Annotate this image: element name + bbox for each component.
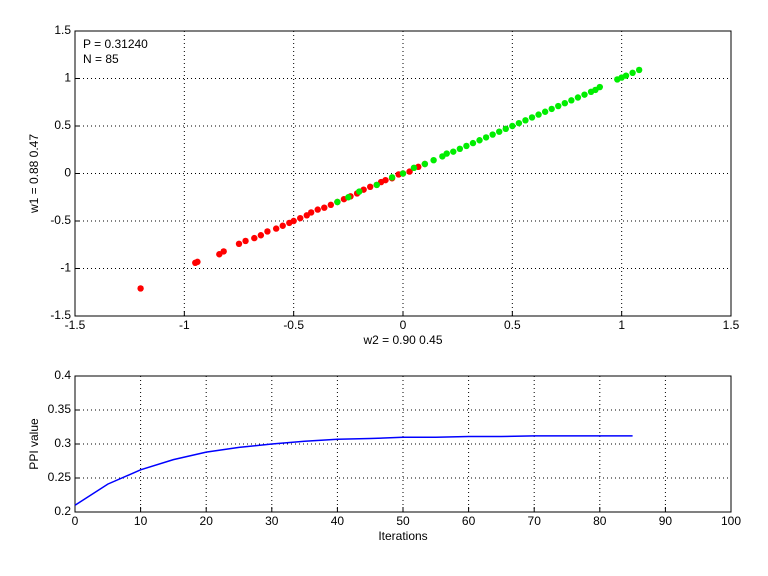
scatter-point xyxy=(382,176,389,184)
y-tick-label: 1 xyxy=(64,71,71,85)
x-tick-label: -0.5 xyxy=(283,318,304,332)
scatter-point xyxy=(279,222,286,229)
y-tick-label: 1.5 xyxy=(54,23,71,37)
y-tick-label: -0.5 xyxy=(50,213,71,227)
scatter-point xyxy=(257,232,265,239)
x-tick-label: 30 xyxy=(265,514,279,528)
scatter-point xyxy=(476,137,483,144)
scatter-point xyxy=(561,100,569,107)
scatter-point xyxy=(509,122,516,130)
y-tick-label: -1.5 xyxy=(50,308,71,322)
scatter-point xyxy=(194,258,201,266)
scatter-point xyxy=(421,160,429,168)
scatter-point xyxy=(629,69,636,77)
scatter-point xyxy=(535,111,542,118)
x-tick-label: 60 xyxy=(462,514,476,528)
scatter-point xyxy=(307,209,315,216)
scatter-point xyxy=(264,228,271,235)
scatter-point xyxy=(367,183,374,190)
y-tick-label: 0.2 xyxy=(54,504,71,518)
x-tick-label: 90 xyxy=(659,514,673,528)
x-tick-label: 10 xyxy=(134,514,148,528)
scatter-point xyxy=(321,204,328,211)
scatter-point xyxy=(528,114,536,121)
x-tick-label: 0 xyxy=(72,514,79,528)
scatter-point xyxy=(443,150,450,157)
y-axis-label: PPI value xyxy=(27,418,41,470)
scatter-point xyxy=(622,72,630,79)
scatter-point xyxy=(581,91,588,98)
x-tick-label: 100 xyxy=(721,514,741,528)
y-tick-label: 0.3 xyxy=(54,436,71,450)
scatter-point xyxy=(345,194,352,201)
axes-box xyxy=(74,30,732,317)
scatter-point xyxy=(568,97,575,104)
scatter-point xyxy=(242,237,249,245)
y-tick-label: 0 xyxy=(64,166,71,180)
scatter-point xyxy=(548,105,555,113)
scatter-point xyxy=(482,134,490,141)
scatter-point xyxy=(635,66,643,74)
scatter-point xyxy=(463,142,470,150)
scatter-point xyxy=(555,102,562,110)
axes-box xyxy=(74,375,732,513)
x-axis-label: w2 = 0.90 0.45 xyxy=(362,333,442,347)
scatter-point xyxy=(596,83,603,91)
y-axis-label: w1 = 0.88 0.47 xyxy=(27,134,41,214)
scatter-point xyxy=(515,119,523,127)
x-axis-label: Iterations xyxy=(378,529,427,543)
scatter-point xyxy=(502,125,509,133)
scatter-point xyxy=(406,168,413,175)
scatter-point xyxy=(373,181,380,189)
y-tick-label: 0.4 xyxy=(54,368,71,382)
x-tick-label: 0 xyxy=(400,318,407,332)
y-tick-label: 0.35 xyxy=(48,402,72,416)
x-tick-label: 1.5 xyxy=(723,318,740,332)
scatter-point xyxy=(469,139,477,147)
line-series xyxy=(74,435,633,506)
scatter-point xyxy=(314,206,321,213)
scatter-point xyxy=(388,174,396,181)
scatter-point xyxy=(356,188,363,195)
scatter-point xyxy=(272,225,280,232)
scatter-point xyxy=(251,234,258,242)
x-tick-label: -1 xyxy=(179,318,190,332)
scatter-point xyxy=(522,117,529,124)
scatter-point xyxy=(541,108,549,115)
x-tick-label: 0.5 xyxy=(504,318,521,332)
scatter-point xyxy=(456,145,464,152)
x-tick-label: 1 xyxy=(618,318,625,332)
y-tick-label: -1 xyxy=(60,261,71,275)
scatter-point xyxy=(297,214,304,222)
annotation: P = 0.31240 xyxy=(83,37,148,51)
y-tick-label: 0.5 xyxy=(54,118,71,132)
scatter-point xyxy=(334,198,341,206)
scatter-point xyxy=(450,148,457,155)
x-tick-label: -1.5 xyxy=(65,318,86,332)
x-tick-label: 50 xyxy=(396,514,410,528)
scatter-point xyxy=(430,157,437,164)
scatter-point xyxy=(496,128,503,135)
scatter-point xyxy=(410,164,418,171)
annotation: N = 85 xyxy=(83,52,119,66)
scatter-point xyxy=(290,217,297,225)
scatter-point xyxy=(574,94,582,101)
scatter-point xyxy=(489,131,496,138)
x-tick-label: 40 xyxy=(331,514,345,528)
x-tick-label: 80 xyxy=(593,514,607,528)
x-tick-label: 20 xyxy=(200,514,214,528)
x-tick-label: 70 xyxy=(528,514,542,528)
scatter-point xyxy=(327,201,335,209)
y-tick-label: 0.25 xyxy=(48,470,72,484)
scatter-point xyxy=(137,285,144,292)
scatter-point xyxy=(220,248,227,255)
scatter-point xyxy=(235,240,243,247)
scatter-point xyxy=(399,170,407,177)
